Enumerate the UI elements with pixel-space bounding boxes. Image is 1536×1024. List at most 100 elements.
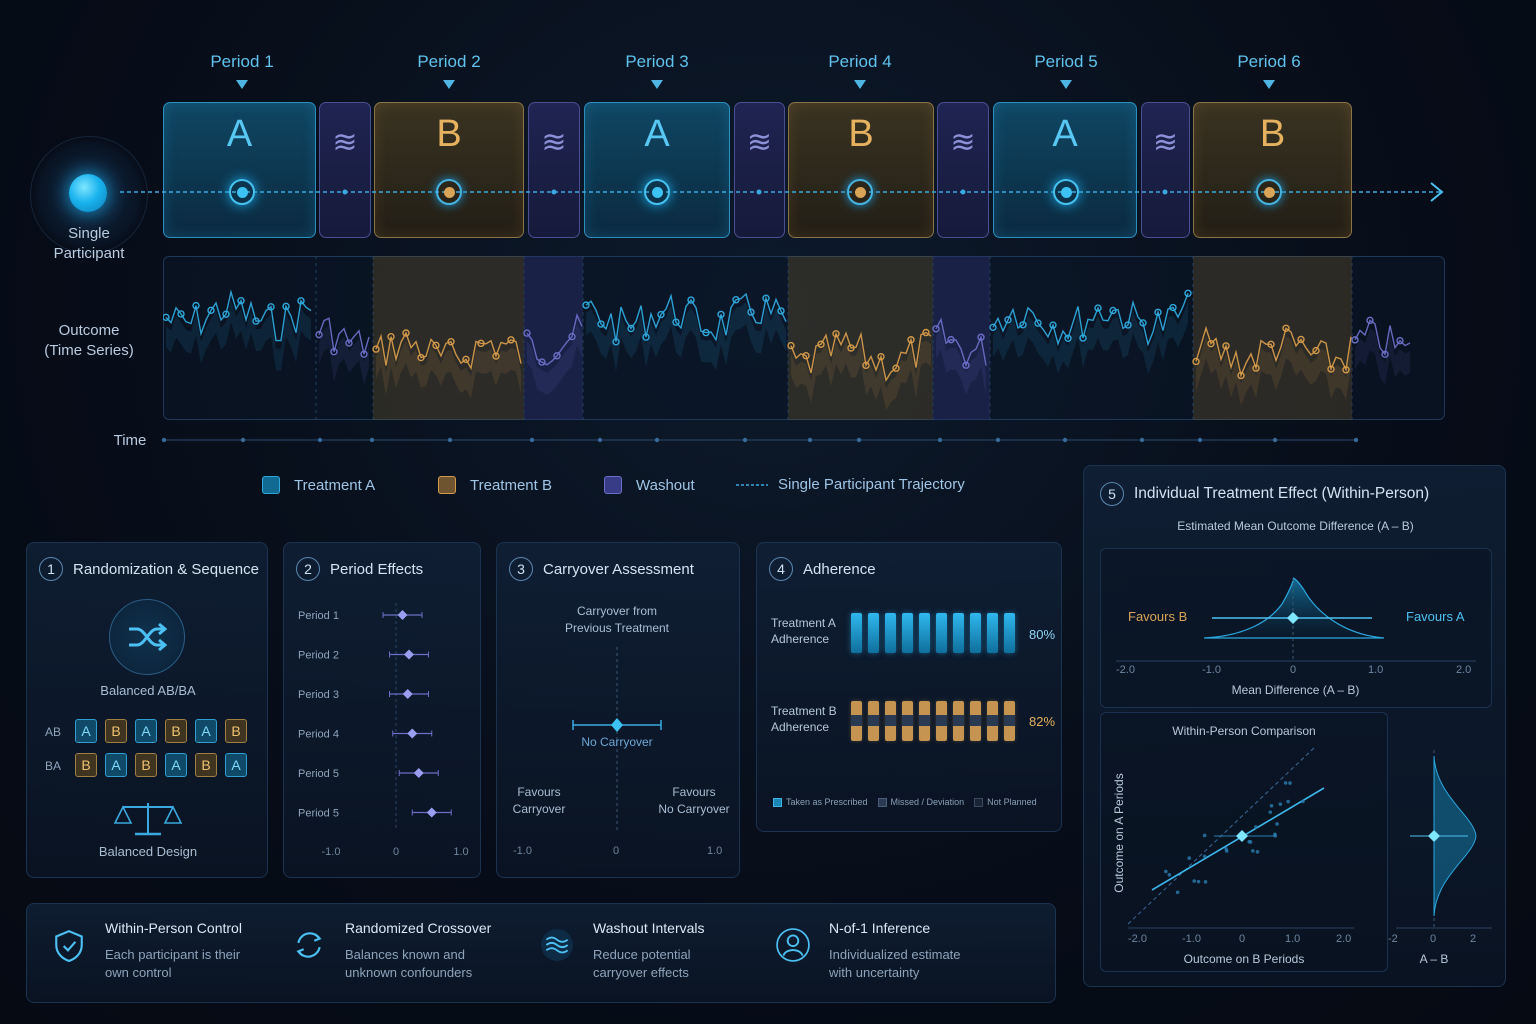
series-point bbox=[192, 301, 200, 310]
scatter-tick-3: 0 bbox=[1239, 933, 1246, 945]
series-point bbox=[568, 332, 576, 341]
series-point bbox=[1267, 340, 1275, 349]
panel-3-title: Carryover Assessment bbox=[543, 560, 694, 578]
sequence-cell-ba-5: B bbox=[195, 753, 217, 777]
adherence-bar-b-7 bbox=[953, 701, 964, 741]
time-axis-tick bbox=[369, 437, 375, 443]
legend-treatment-b: Treatment B bbox=[438, 476, 552, 494]
scatter-point bbox=[1255, 849, 1260, 854]
series-point bbox=[387, 332, 395, 341]
sequence-cell-ba-3: B bbox=[135, 753, 157, 777]
effect-tick-3: 0 bbox=[1290, 664, 1297, 676]
series-point bbox=[1381, 350, 1389, 359]
series-point bbox=[672, 318, 680, 326]
period-label-3: Period 3 bbox=[625, 52, 689, 71]
scatter-point bbox=[1286, 799, 1290, 804]
legend-taken-swatch bbox=[773, 797, 782, 807]
trajectory-node-3 bbox=[644, 179, 670, 205]
series-point bbox=[1004, 316, 1012, 324]
sequence-cell-ab-1: A bbox=[75, 719, 97, 743]
series-band-2 bbox=[373, 256, 524, 420]
time-axis-label: Time bbox=[113, 432, 147, 449]
carryover-subtitle: Carryover from Previous Treatment bbox=[564, 604, 670, 635]
panel-5-header: 5 Individual Treatment Effect (Within-Pe… bbox=[1100, 482, 1429, 506]
series-point bbox=[1366, 316, 1374, 325]
series-point bbox=[1207, 339, 1215, 348]
series-point bbox=[1079, 334, 1087, 342]
series-point bbox=[360, 350, 368, 358]
series-shadow-2 bbox=[376, 340, 521, 399]
scale-icon bbox=[113, 803, 183, 836]
sequence-cell-ba-2: A bbox=[105, 753, 127, 777]
sequence-label-ba: BA bbox=[45, 759, 62, 773]
regression-line bbox=[1151, 787, 1325, 891]
series-point bbox=[372, 345, 380, 353]
period-arrow-1 bbox=[236, 80, 248, 89]
adherence-bar-a-3 bbox=[885, 613, 896, 653]
series-point bbox=[817, 340, 825, 348]
legend-missed-label: Missed / Deviation bbox=[890, 797, 965, 807]
legend-treatment-a: Treatment A bbox=[262, 476, 375, 494]
outcome-chart-frame bbox=[163, 256, 1445, 420]
period-4-treatment-box: B bbox=[788, 102, 934, 238]
time-axis-tick bbox=[937, 437, 943, 443]
adherence-value-b: 82% bbox=[1029, 714, 1056, 729]
period-tick-2: 0 bbox=[393, 846, 399, 858]
series-point bbox=[477, 339, 485, 348]
scatter-point bbox=[1175, 890, 1180, 895]
series-line-7 bbox=[992, 293, 1189, 347]
time-axis-tick bbox=[597, 437, 603, 443]
principle-1: Within-Person Control Each participant is… bbox=[105, 920, 242, 982]
series-point bbox=[877, 352, 885, 361]
time-axis-tick bbox=[856, 437, 862, 443]
adherence-bar-b-5 bbox=[919, 701, 930, 741]
period-effect-point-5 bbox=[413, 768, 424, 778]
series-shadow-4 bbox=[586, 302, 786, 372]
legend-trajectory-line bbox=[736, 483, 768, 486]
trajectory-node-4 bbox=[847, 179, 873, 205]
trajectory-node-6 bbox=[1256, 179, 1282, 205]
series-point bbox=[907, 336, 915, 344]
scatter-point bbox=[1192, 879, 1197, 883]
effect-subtitle: Estimated Mean Outcome Difference (A – B… bbox=[1177, 519, 1414, 533]
effect-tick-1: -2.0 bbox=[1116, 664, 1135, 676]
series-point bbox=[1237, 371, 1245, 380]
sequence-cell-ab-5: A bbox=[195, 719, 217, 743]
scatter-tick-5: 2.0 bbox=[1336, 933, 1352, 945]
panel-randomization: 1 Randomization & Sequence Balanced AB/B… bbox=[26, 542, 268, 878]
washout-box-2: ≋ bbox=[528, 102, 580, 238]
series-point bbox=[1169, 303, 1177, 312]
series-point bbox=[732, 296, 740, 304]
adherence-bar-b-9 bbox=[987, 701, 998, 741]
effect-tick-4: 1.0 bbox=[1368, 664, 1384, 676]
time-axis-tick bbox=[995, 437, 1001, 443]
panel-period-effects: 2 Period Effects Period 1 Period 2 Period … bbox=[283, 542, 481, 878]
series-point bbox=[207, 306, 215, 315]
series-point bbox=[932, 325, 940, 333]
period-effect-point-6 bbox=[426, 807, 437, 818]
principle-description: Balances known and unknown confounders bbox=[345, 947, 473, 980]
principle-2: Randomized Crossover Balances known and u… bbox=[345, 920, 491, 982]
series-shadow-8 bbox=[1196, 336, 1351, 406]
scatter-point bbox=[1164, 869, 1168, 874]
series-point bbox=[787, 341, 795, 350]
adherence-bar-a-2 bbox=[868, 613, 879, 653]
series-point bbox=[1109, 306, 1117, 315]
scatter-mean-point bbox=[1236, 830, 1248, 842]
series-point bbox=[1312, 346, 1320, 355]
legend-label-trajectory: Single Participant Trajectory bbox=[778, 476, 965, 493]
period-6-treatment-box: B bbox=[1193, 102, 1352, 238]
scatter-tick-1: -2.0 bbox=[1128, 933, 1147, 945]
period-arrow-5 bbox=[1060, 80, 1072, 89]
series-point bbox=[802, 351, 810, 360]
series-point bbox=[538, 358, 546, 366]
series-point bbox=[1154, 308, 1162, 316]
period-3-treatment-box: A bbox=[584, 102, 730, 238]
scatter-point bbox=[1248, 840, 1253, 844]
adherence-legend: Taken as Prescribed Missed / Deviation N… bbox=[773, 797, 1037, 807]
series-point bbox=[1034, 319, 1042, 327]
favours-carryover-label: Favours Carryover bbox=[512, 785, 566, 816]
shield-icon bbox=[52, 928, 86, 967]
density-xlabel: A – B bbox=[1419, 952, 1449, 966]
series-point bbox=[1297, 335, 1305, 344]
